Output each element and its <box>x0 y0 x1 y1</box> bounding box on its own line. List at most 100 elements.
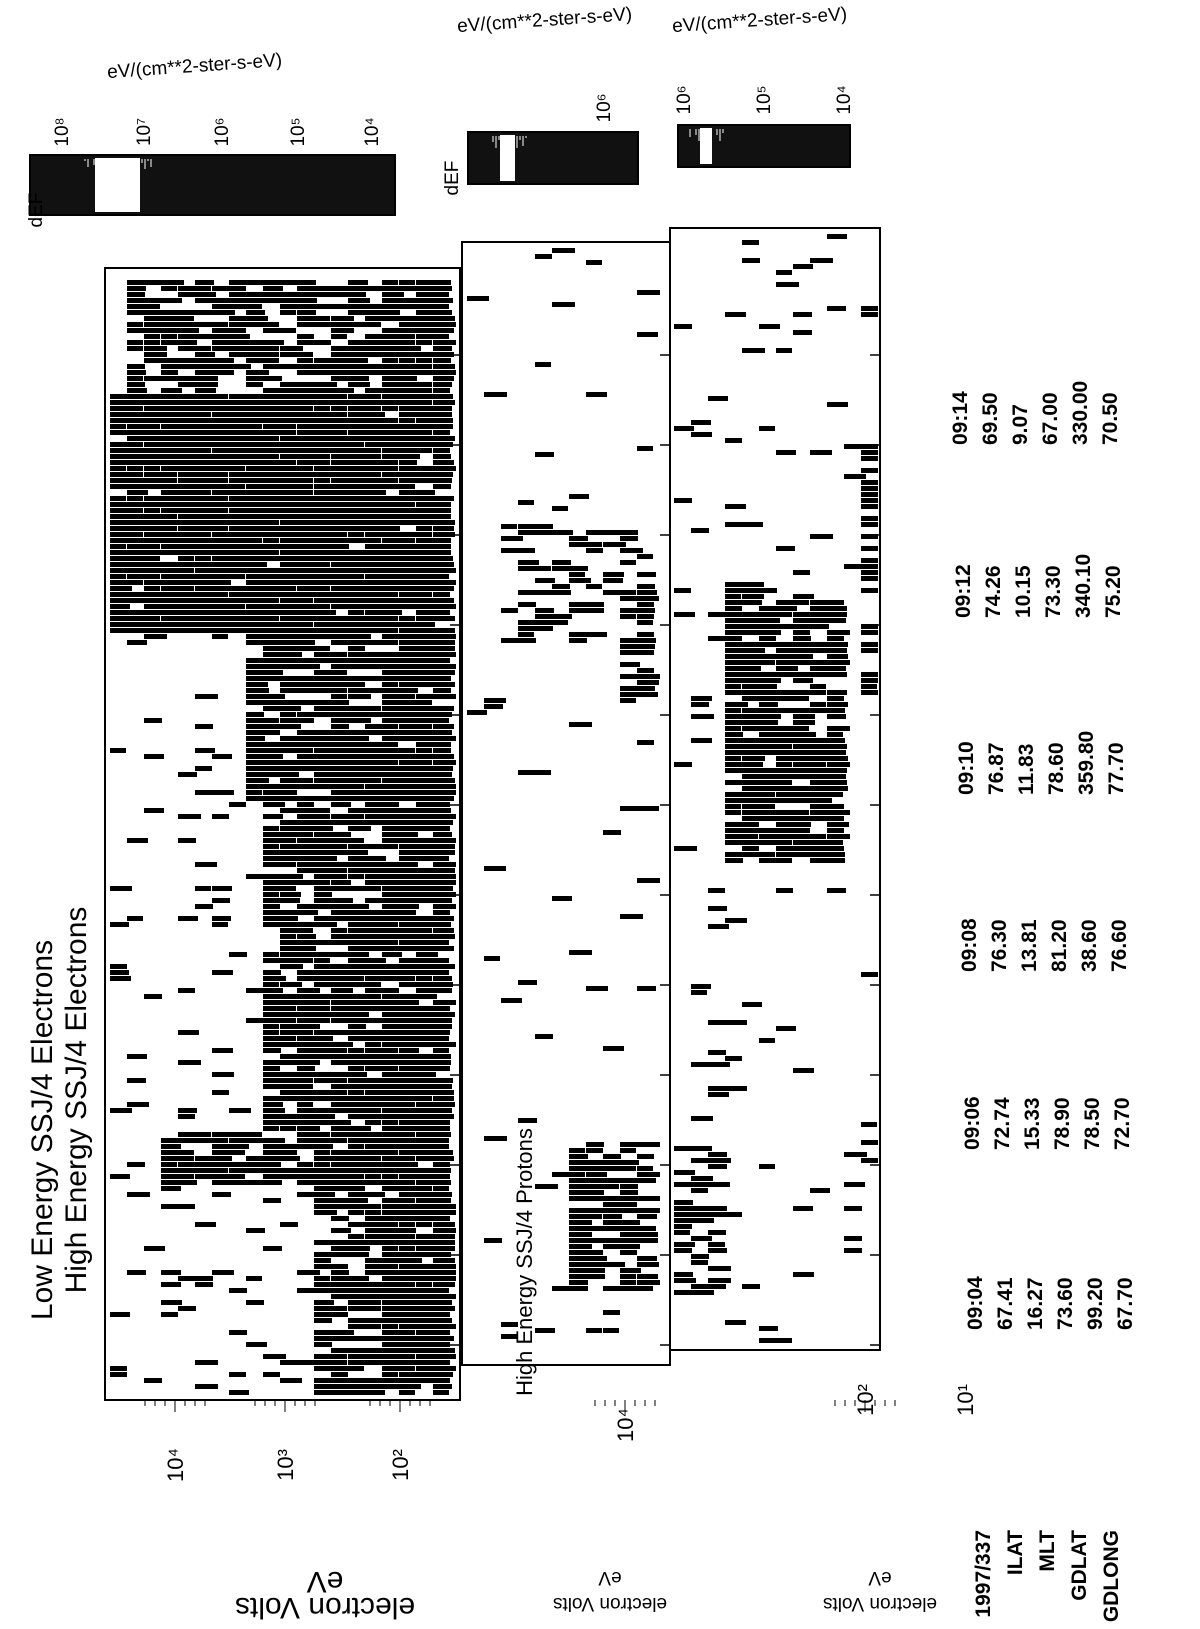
spectrogram-cell <box>691 1212 713 1217</box>
spectrogram-cell <box>399 1132 415 1137</box>
spectrogram-cell <box>399 646 420 651</box>
spectrogram-cell <box>263 916 283 921</box>
spectrogram-cell <box>178 430 201 435</box>
spectrogram-cell <box>776 840 792 845</box>
spectrogram-cell <box>127 1102 149 1107</box>
spectrogram-cell <box>691 1176 713 1181</box>
spectrogram-cell <box>416 562 433 567</box>
spectrogram-cell <box>246 586 267 591</box>
spectrogram-cell <box>161 334 177 339</box>
spectrogram-cell <box>674 1170 695 1175</box>
spectrogram-cell <box>127 394 145 399</box>
spectrogram-cell <box>348 514 370 519</box>
spectrogram-cell <box>348 862 369 867</box>
spectrogram-cell <box>348 586 368 591</box>
spectrogram-cell <box>776 726 798 731</box>
spectrogram-cell <box>742 582 764 587</box>
spectrogram-cell <box>637 1172 660 1177</box>
spectrogram-cell <box>399 376 417 381</box>
spectrogram-cell <box>399 1186 421 1191</box>
spectrogram-cell <box>433 682 455 687</box>
spectrogram-cell <box>708 1266 731 1271</box>
spectrogram-cell <box>280 562 301 567</box>
spectrogram-cell <box>793 594 814 599</box>
spectrogram-cell <box>433 1084 452 1089</box>
spectrogram-cell <box>263 832 285 837</box>
spectrogram-cell <box>416 544 436 549</box>
spectrogram-cell <box>399 1210 419 1215</box>
spectrogram-cell <box>314 580 335 585</box>
spectrogram-cell <box>433 484 451 489</box>
spectrogram-cell <box>246 718 269 723</box>
spectrogram-cell <box>586 1214 602 1219</box>
spectrogram-cell <box>127 304 144 309</box>
spectrogram-cell <box>331 1096 349 1101</box>
spectrogram-cell <box>708 636 731 641</box>
spectrogram-cell <box>620 1286 643 1291</box>
ephemeris-value: 77.70 <box>1105 742 1128 795</box>
spectrogram-cell <box>433 844 455 849</box>
colorbar-tick-label: 10⁴ <box>834 85 855 114</box>
spectrogram-cell <box>127 598 149 603</box>
spectrogram-cell <box>331 1276 349 1281</box>
spectrogram-cell <box>195 526 217 531</box>
spectrogram-cell <box>399 730 421 735</box>
spectrogram-cell <box>637 620 653 625</box>
spectrogram-cell <box>144 580 161 585</box>
spectrogram-cell <box>365 598 387 603</box>
spectrogram-cell <box>331 346 350 351</box>
spectrogram-cell <box>297 574 316 579</box>
spectrogram-cell <box>691 1206 708 1211</box>
spectrogram-cell <box>399 574 419 579</box>
spectrogram-cell <box>433 496 454 501</box>
spectrogram-cell <box>297 526 317 531</box>
spectrogram-cell <box>776 624 795 629</box>
spectrogram-cell <box>348 958 370 963</box>
spectrogram-cell <box>552 560 571 565</box>
spectrogram-cell <box>110 1108 132 1113</box>
spectrogram-cell <box>263 622 281 627</box>
spectrogram-cell <box>433 670 455 675</box>
spectrogram-cell <box>433 1330 450 1335</box>
spectrogram-cell <box>637 572 656 577</box>
spectrogram-cell <box>433 1294 456 1299</box>
spectrogram-cell <box>433 838 456 843</box>
spectrogram-cell <box>348 736 369 741</box>
spectrogram-cell <box>127 1270 146 1275</box>
spectrogram-cell <box>518 548 535 553</box>
spectrogram-cell <box>297 286 318 291</box>
spectrogram-cell <box>810 618 830 623</box>
spectrogram-cell <box>144 616 160 621</box>
spectrogram-cell <box>246 622 268 627</box>
spectrogram-cell <box>416 976 432 981</box>
spectrogram-cell <box>314 1300 334 1305</box>
spectrogram-cell <box>110 454 127 459</box>
spectrogram-cell <box>810 852 829 857</box>
spectrogram-cell <box>331 652 347 657</box>
spectrogram-cell <box>416 1318 439 1323</box>
ephemeris-value: 73.60 <box>1054 1277 1077 1330</box>
spectrogram-cell <box>793 654 813 659</box>
spectrogram-cell <box>331 538 350 543</box>
spectrogram-cell <box>416 1084 436 1089</box>
spectrogram-cell <box>637 740 654 745</box>
spectrogram-cell <box>416 766 434 771</box>
spectrogram-cell <box>433 676 451 681</box>
spectrogram-cell <box>776 846 793 851</box>
spectrogram-cell <box>280 472 299 477</box>
spectrogram-cell <box>263 766 286 771</box>
spectrogram-cell <box>382 556 402 561</box>
spectrogram-cell <box>331 886 348 891</box>
spectrogram-cell <box>416 964 439 969</box>
spectrogram-cell <box>691 1284 708 1289</box>
spectrogram-cell <box>725 522 747 527</box>
spectrogram-cell <box>382 772 404 777</box>
spectrogram-cell <box>416 520 433 525</box>
spectrogram-cell <box>433 1300 452 1305</box>
spectrogram-cell <box>297 406 313 411</box>
spectrogram-cell <box>348 1252 369 1257</box>
spectrogram-cell <box>759 660 775 665</box>
spectrogram-cell <box>229 1288 247 1293</box>
spectrogram-cell <box>586 584 602 589</box>
spectrogram-cell <box>433 1192 452 1197</box>
